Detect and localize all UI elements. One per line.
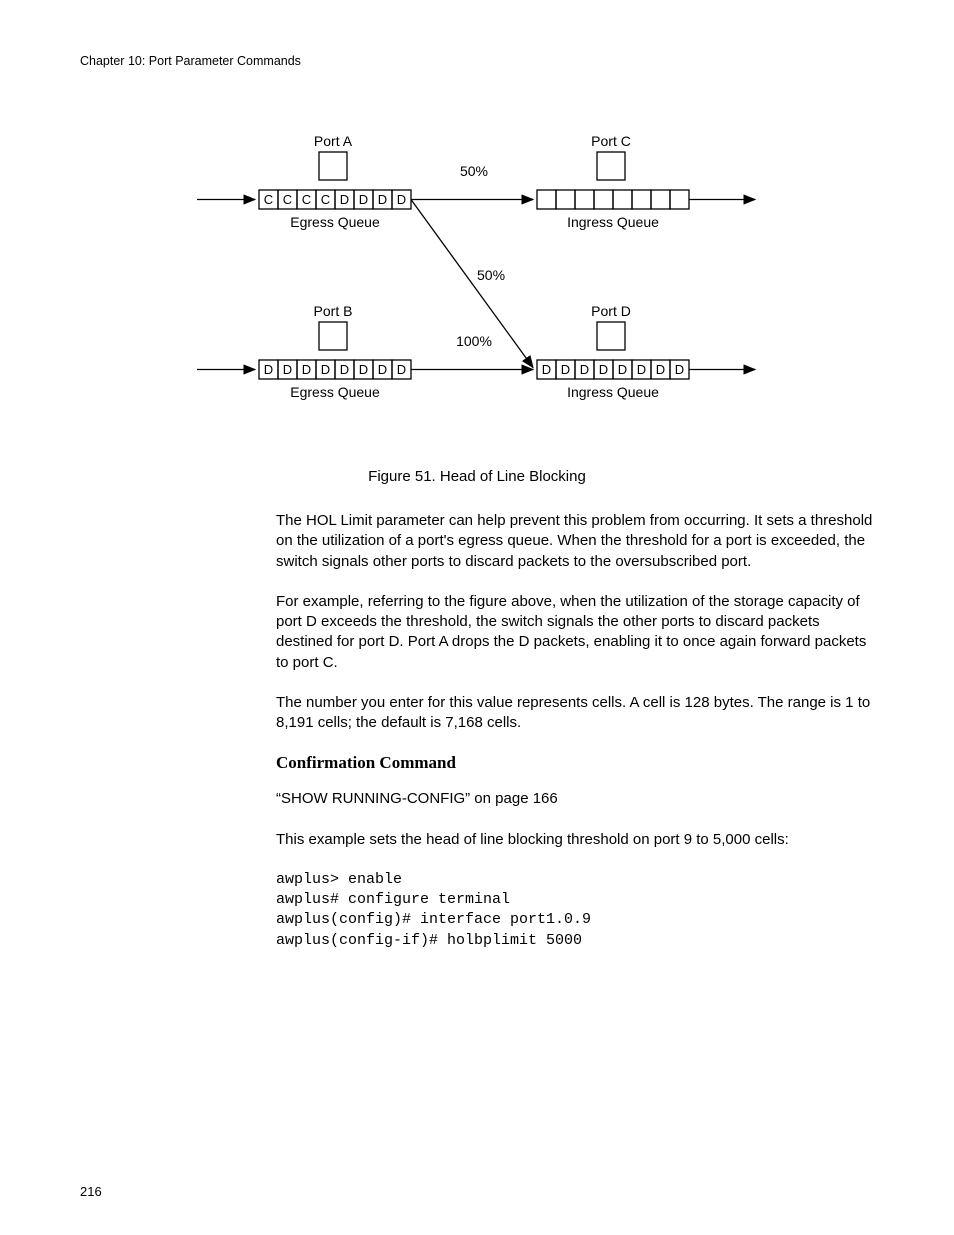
svg-text:Egress Queue: Egress Queue [290, 384, 380, 400]
svg-text:Port D: Port D [591, 303, 631, 319]
svg-text:100%: 100% [456, 333, 492, 349]
svg-text:Port B: Port B [314, 303, 353, 319]
svg-text:D: D [675, 362, 684, 377]
svg-text:Ingress Queue: Ingress Queue [567, 214, 659, 230]
svg-text:Egress Queue: Egress Queue [290, 214, 380, 230]
svg-text:D: D [561, 362, 570, 377]
paragraph: The HOL Limit parameter can help prevent… [276, 511, 874, 572]
svg-text:D: D [340, 192, 349, 207]
svg-text:D: D [599, 362, 608, 377]
svg-text:D: D [656, 362, 665, 377]
page-number: 216 [80, 1184, 102, 1199]
svg-text:D: D [283, 362, 292, 377]
code-line: awplus> enable [276, 871, 402, 888]
svg-text:Ingress Queue: Ingress Queue [567, 384, 659, 400]
svg-text:D: D [340, 362, 349, 377]
svg-text:D: D [637, 362, 646, 377]
svg-text:Port A: Port A [314, 133, 353, 149]
svg-text:C: C [283, 192, 292, 207]
paragraph: This example sets the head of line block… [276, 830, 874, 850]
svg-text:D: D [378, 362, 387, 377]
page: Chapter 10: Port Parameter Commands Port… [0, 0, 954, 1235]
body-text: The HOL Limit parameter can help prevent… [276, 511, 874, 951]
paragraph: The number you enter for this value repr… [276, 693, 874, 734]
paragraph: For example, referring to the figure abo… [276, 592, 874, 673]
svg-text:D: D [542, 362, 551, 377]
svg-text:D: D [378, 192, 387, 207]
hol-blocking-diagram: Port ACCCCDDDDEgress QueuePort CIngress … [197, 118, 757, 438]
diagram-svg: Port ACCCCDDDDEgress QueuePort CIngress … [197, 118, 757, 438]
svg-text:Port C: Port C [591, 133, 631, 149]
svg-text:C: C [321, 192, 330, 207]
svg-text:C: C [302, 192, 311, 207]
svg-text:D: D [397, 192, 406, 207]
svg-text:D: D [397, 362, 406, 377]
chapter-header: Chapter 10: Port Parameter Commands [80, 54, 874, 68]
figure-caption: Figure 51. Head of Line Blocking [80, 468, 874, 485]
code-line: awplus# configure terminal [276, 891, 510, 908]
svg-text:D: D [359, 362, 368, 377]
confirmation-command-heading: Confirmation Command [276, 753, 874, 773]
svg-text:D: D [618, 362, 627, 377]
svg-text:D: D [580, 362, 589, 377]
code-line: awplus(config)# interface port1.0.9 [276, 911, 591, 928]
paragraph: “SHOW RUNNING-CONFIG” on page 166 [276, 789, 874, 809]
svg-text:D: D [264, 362, 273, 377]
svg-text:C: C [264, 192, 273, 207]
svg-text:50%: 50% [460, 163, 488, 179]
code-block: awplus> enable awplus# configure termina… [276, 870, 874, 951]
code-line: awplus(config-if)# holbplimit 5000 [276, 932, 582, 949]
svg-text:D: D [359, 192, 368, 207]
svg-text:D: D [302, 362, 311, 377]
svg-text:50%: 50% [477, 267, 505, 283]
svg-text:D: D [321, 362, 330, 377]
